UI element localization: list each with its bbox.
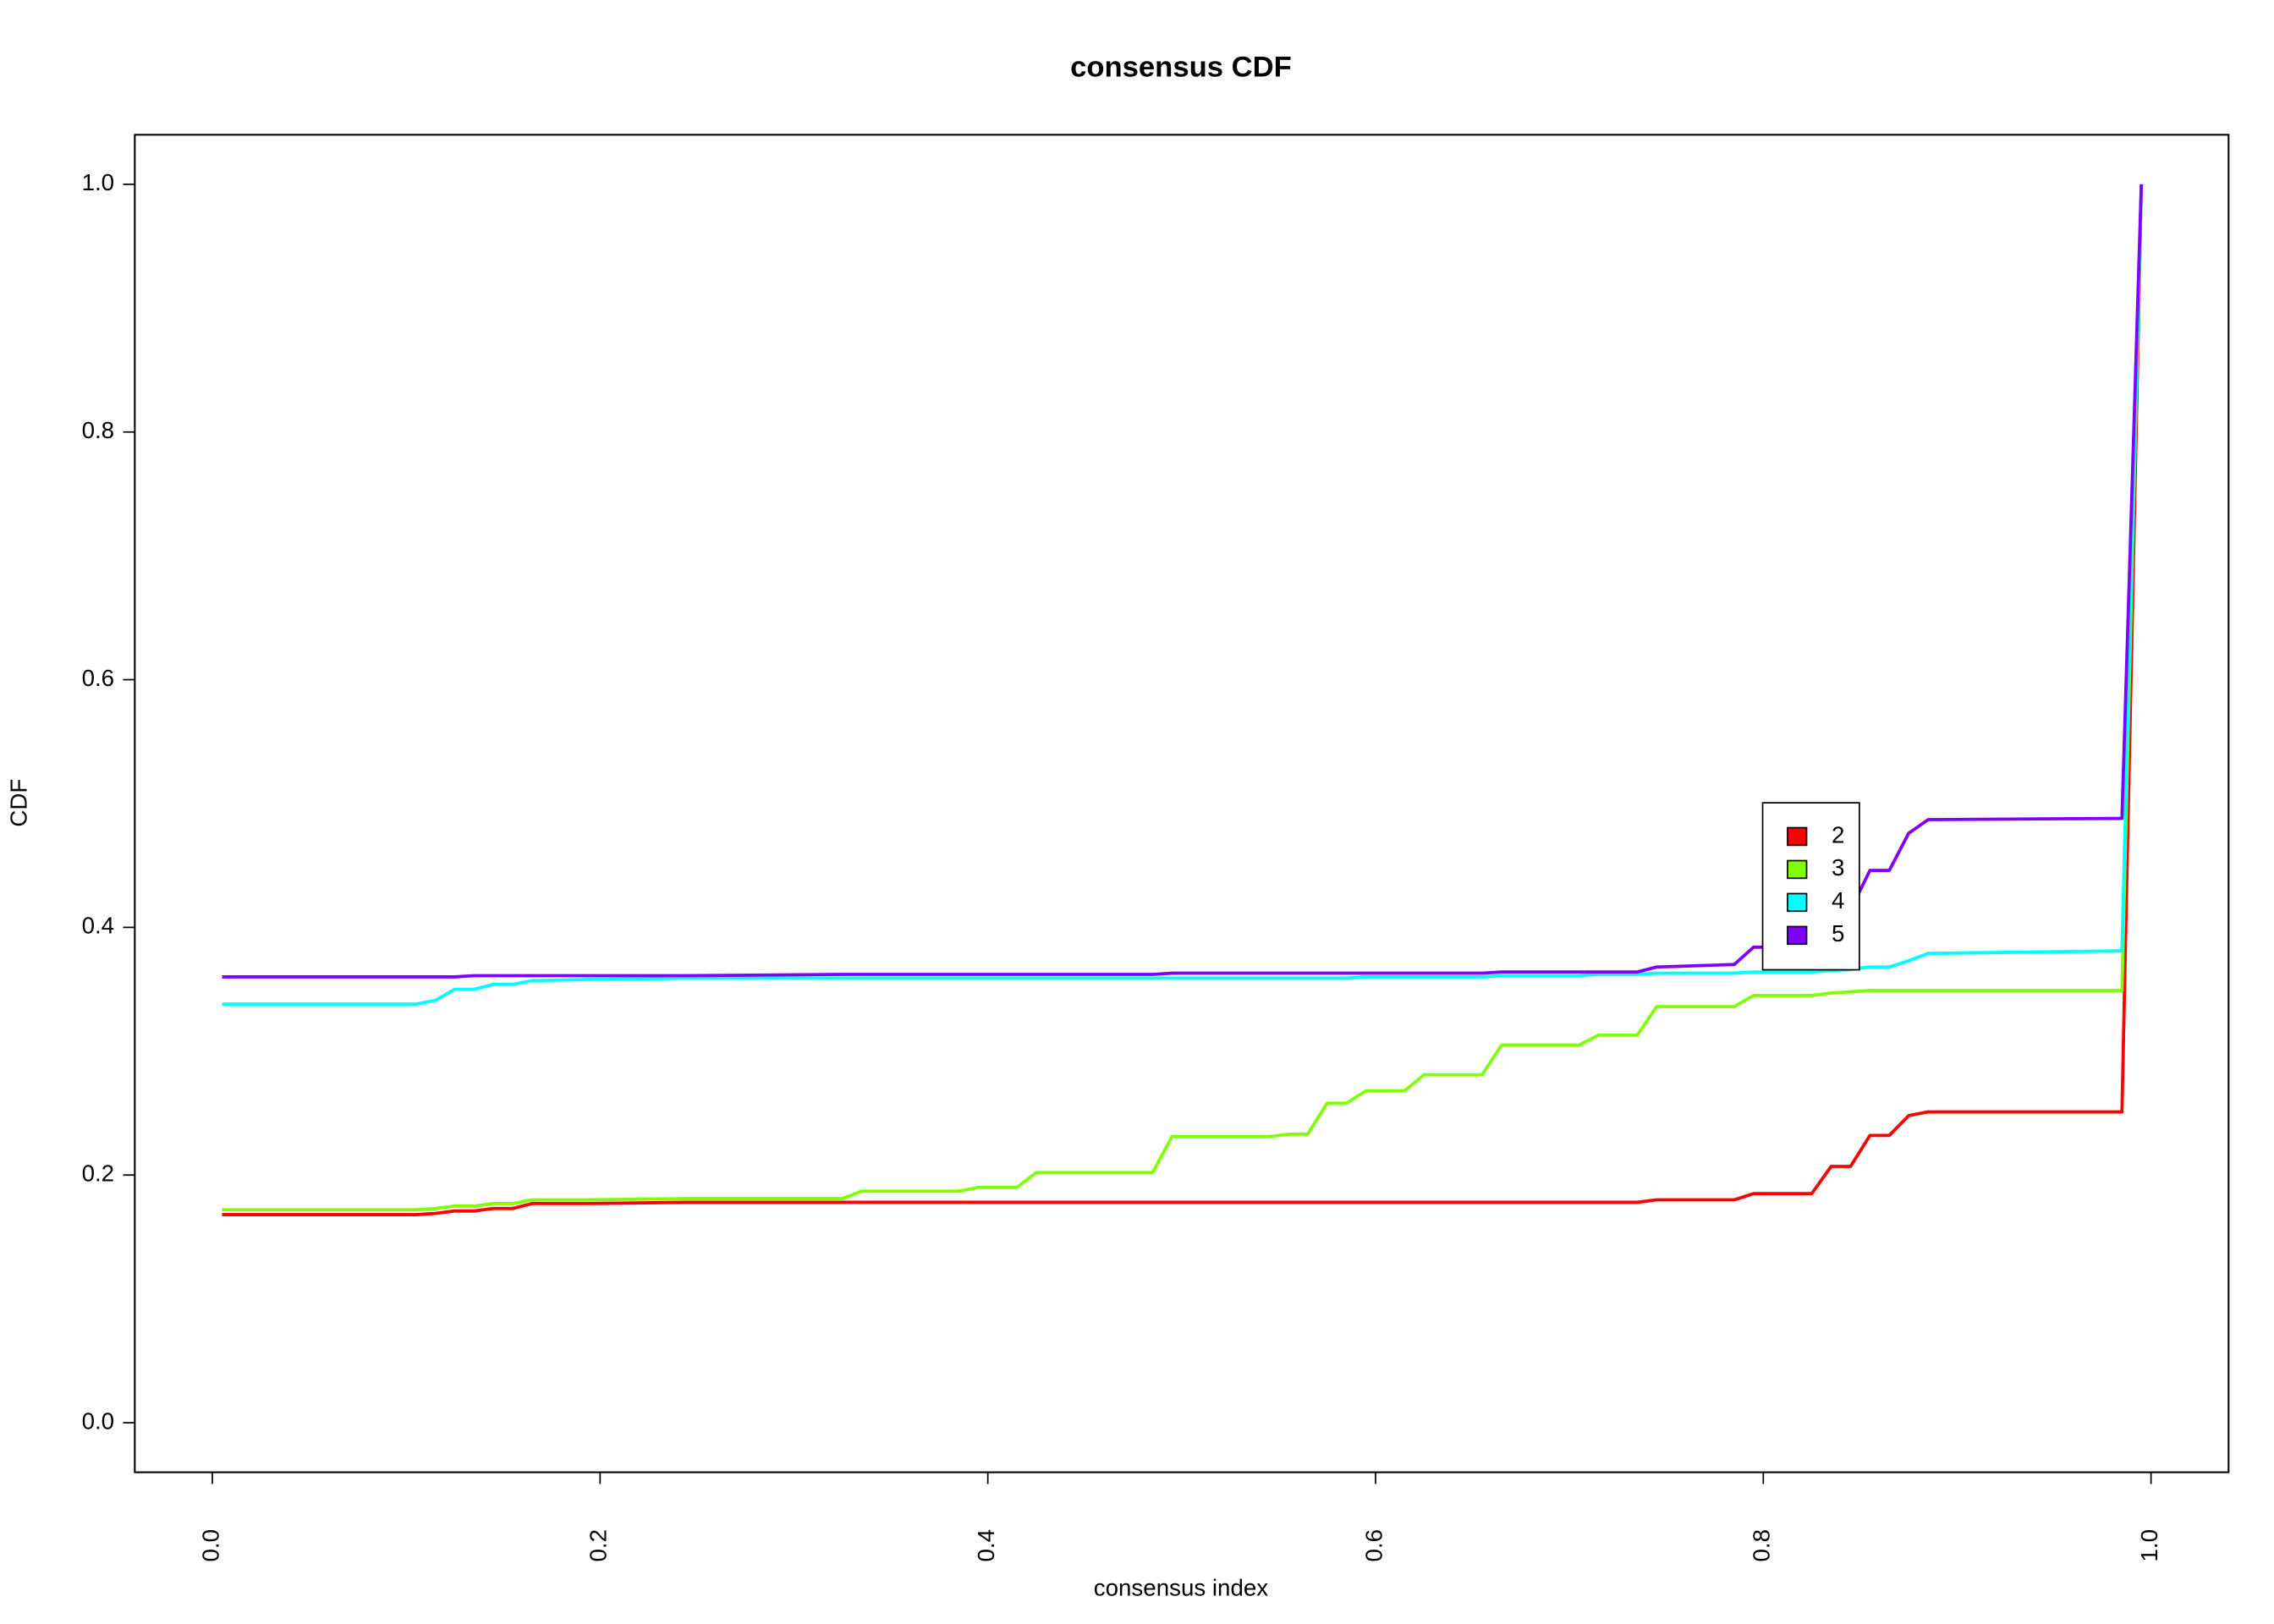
y-axis-label: CDF [6,779,32,827]
series-line [222,184,2144,1007]
x-axis-label: consensus index [1094,1574,1269,1600]
legend-label: 3 [1832,854,1844,881]
legend-label: 2 [1832,821,1844,848]
y-tick-label: 0.8 [82,417,115,443]
x-tick-label: 0.4 [973,1529,999,1562]
legend-swatch [1787,859,1808,880]
x-tick-label: 0.0 [197,1529,223,1562]
y-tick-label: 0.0 [82,1407,115,1434]
chart-title: consensus CDF [1070,52,1292,84]
y-tick-label: 1.0 [82,169,115,195]
y-tick-label: 0.2 [82,1160,115,1187]
y-tick-label: 0.6 [82,665,115,691]
x-tick-label: 0.2 [585,1529,612,1562]
legend-label: 4 [1832,887,1844,914]
series-line [222,184,2144,1212]
legend-box [1761,802,1860,971]
legend-swatch [1787,925,1808,946]
legend-label: 5 [1832,920,1844,946]
series-line [222,184,2144,1216]
x-tick-label: 0.8 [1749,1529,1775,1562]
x-tick-label: 0.6 [1360,1529,1387,1562]
x-tick-label: 1.0 [2136,1529,2162,1562]
legend-swatch [1787,826,1808,847]
legend-swatch [1787,892,1808,913]
y-tick-label: 0.4 [82,913,115,939]
plot-frame [134,134,2230,1473]
